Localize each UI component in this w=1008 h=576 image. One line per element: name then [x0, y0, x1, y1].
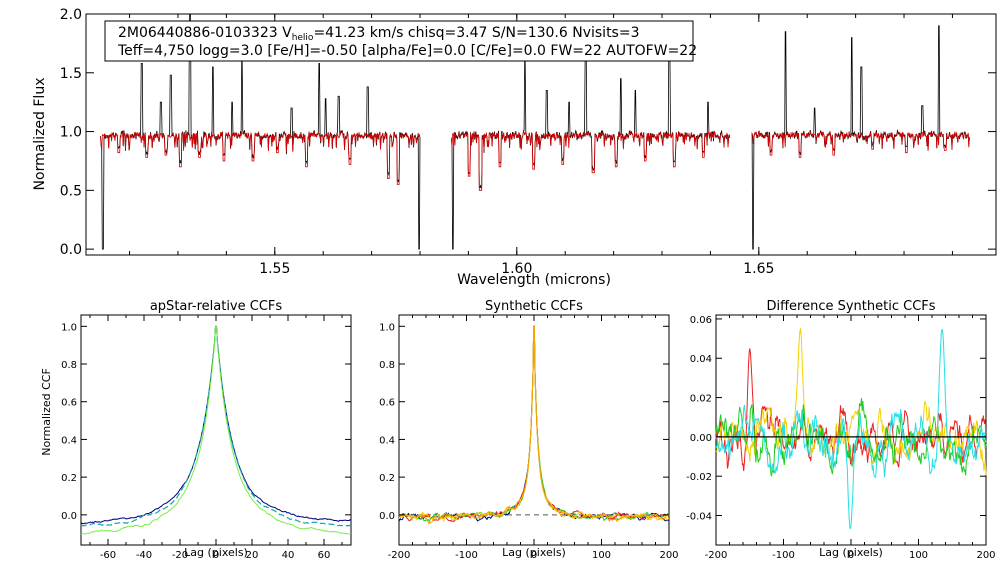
y-tick-label: 0.6 [61, 398, 77, 409]
x-tick-label: -40 [136, 550, 152, 561]
difference-ccf-panel: Difference Synthetic CCFs -200 -100 0 100 20… [686, 299, 995, 561]
x-tick-label: 200 [659, 550, 678, 561]
apstar-ccf-title: apStar-relative CCFs [150, 299, 283, 314]
y-tick-label: 0.4 [379, 435, 395, 446]
x-tick-label: -100 [772, 550, 795, 561]
ccf-series-visit-1 [80, 325, 352, 525]
synthetic-series-visit-1 [398, 325, 670, 522]
x-tick-label: 100 [909, 550, 928, 561]
synthetic-series-visit-2 [398, 325, 670, 522]
synthetic-ccf-panel: Synthetic CCFs -200 -100 0 100 200 0.0 0.2 0.4 0… [379, 299, 678, 561]
y-tick-label: -0.04 [686, 512, 712, 523]
difference-ccf-axis-ticks: -200 -100 0 100 200 -0.04 -0.02 0.00 0.02 0.04 0.0… [686, 315, 995, 561]
info-box-frame [104, 20, 694, 62]
difference-series-diff-2 [715, 327, 987, 476]
y-tick-label: 0.0 [61, 511, 77, 522]
y-tick-label: 0.0 [60, 242, 82, 258]
synthetic-ccf-series [398, 325, 670, 525]
difference-series-diff-3 [715, 398, 987, 477]
y-tick-label: 0.2 [379, 473, 395, 484]
star-velocity-stats: =41.23 km/s chisq=3.47 S/N=130.6 Nvisits… [313, 25, 639, 41]
x-tick-label: -60 [100, 550, 116, 561]
difference-ccf-x-axis-label: Lag (pixels) [819, 546, 883, 559]
x-tick-label: 200 [976, 550, 995, 561]
y-tick-label: 0.4 [61, 435, 77, 446]
info-line-1: 2M06440886-0103323 Vhelio=41.23 km/s chi… [118, 25, 639, 43]
x-tick-label: 1.55 [259, 261, 290, 277]
y-tick-label: 1.0 [60, 125, 82, 141]
x-tick-label: 0 [213, 550, 219, 561]
apstar-ccf-axis-ticks: -60 -40 -20 0 20 40 60 0.0 0.2 0.4 0.6 0.8 1.0 [61, 315, 351, 561]
x-tick-label: 40 [282, 550, 295, 561]
synthetic-series-visit-3 [398, 325, 670, 523]
x-tick-label: -200 [705, 550, 728, 561]
y-tick-label: 1.5 [60, 66, 82, 82]
synthetic-series-visit-4 [398, 325, 669, 523]
x-tick-label: 0 [531, 550, 537, 561]
helio-subscript: helio [292, 33, 314, 43]
y-tick-label: 2.0 [60, 7, 82, 23]
x-tick-label: 20 [246, 550, 259, 561]
apstar-ccf-plot-frame [80, 314, 352, 546]
x-tick-label: -200 [388, 550, 411, 561]
y-tick-label: 0.6 [379, 398, 395, 409]
x-tick-label: 100 [592, 550, 611, 561]
apstar-ccf-series [80, 325, 352, 535]
synthetic-series-visit-5 [398, 325, 670, 525]
y-tick-label: -0.02 [686, 472, 712, 483]
difference-ccf-series [715, 327, 987, 529]
difference-ccf-title: Difference Synthetic CCFs [766, 299, 935, 314]
x-tick-label: 0 [848, 550, 854, 561]
synthetic-ccf-title: Synthetic CCFs [485, 299, 583, 314]
spectrum-axis-ticks: 1.55 1.60 1.65 0.0 0.5 1.0 1.5 2.0 [60, 7, 996, 277]
x-tick-label: -20 [172, 550, 188, 561]
synthetic-ccf-plot-frame [398, 314, 670, 546]
synthetic-ccf-axis-ticks: -200 -100 0 100 200 0.0 0.2 0.4 0.6 0.8 1.0 [379, 315, 679, 561]
model-spectrum-line [100, 130, 970, 191]
x-tick-label: 1.60 [501, 261, 532, 277]
info-line-2: Teff=4,750 logg=3.0 [Fe/H]=-0.50 [alpha/… [117, 43, 697, 59]
y-tick-label: 0.5 [60, 183, 82, 199]
x-tick-label: 1.65 [743, 261, 774, 277]
synthetic-ccf-x-axis-label: Lag (pixels) [502, 546, 566, 559]
x-tick-label: 60 [318, 550, 331, 561]
y-tick-label: 0.02 [690, 394, 712, 405]
spectrum-traces [100, 13, 970, 250]
ccf-series-visit-3 [80, 325, 352, 535]
y-tick-label: 0.00 [690, 433, 712, 444]
star-id-and-v: 2M06440886-0103323 V [118, 25, 292, 41]
difference-series-diff-4 [715, 328, 987, 529]
spectrum-x-axis-label: Wavelength (microns) [457, 272, 611, 288]
apstar-ccf-panel: apStar-relative CCFs -60 -40 -20 0 20 40 60 0.0… [40, 299, 352, 561]
spectrum-plot-frame [85, 13, 997, 256]
y-tick-label: 0.04 [690, 354, 712, 365]
ccf-series-visit-2 [80, 325, 352, 527]
apstar-ccf-y-axis-label: Normalized CCF [40, 368, 53, 456]
apstar-ccf-x-axis-label: Lag (pixels) [184, 546, 248, 559]
y-tick-label: 0.06 [690, 315, 712, 326]
spectrum-panel: 1.55 1.60 1.65 0.0 0.5 1.0 1.5 2.0 2M06440886-0… [32, 7, 997, 288]
y-tick-label: 1.0 [61, 322, 77, 333]
y-tick-label: 0.0 [379, 511, 395, 522]
star-info-box: 2M06440886-0103323 Vhelio=41.23 km/s chi… [104, 20, 697, 62]
y-tick-label: 0.2 [61, 473, 77, 484]
y-tick-label: 0.8 [61, 360, 77, 371]
y-tick-label: 0.8 [379, 360, 395, 371]
spectrum-y-axis-label: Normalized Flux [32, 78, 48, 191]
x-tick-label: -100 [455, 550, 478, 561]
y-tick-label: 1.0 [379, 322, 395, 333]
